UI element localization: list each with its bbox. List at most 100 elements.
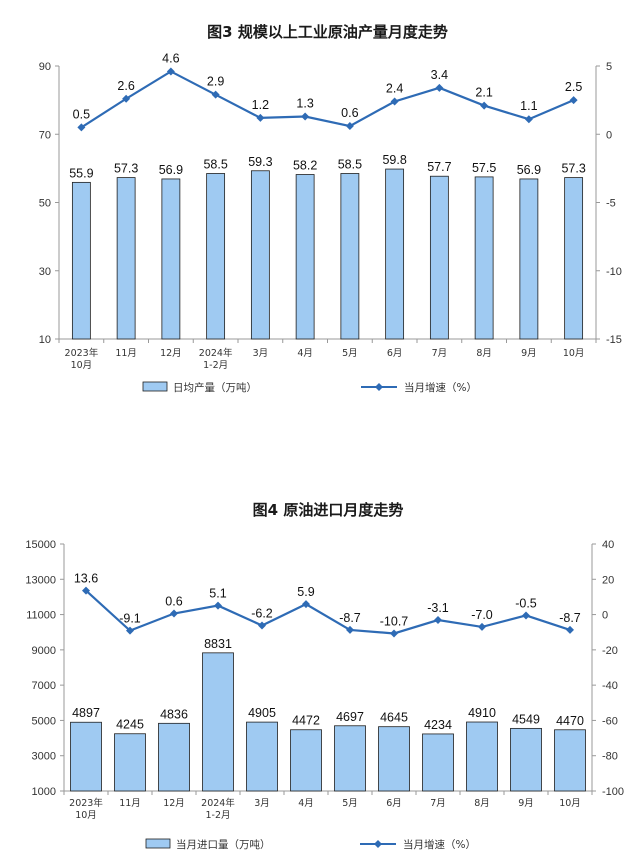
- left-tick-label: 11000: [26, 610, 56, 622]
- line-point: [346, 625, 354, 634]
- left-tick-label: 15000: [25, 539, 56, 551]
- right-tick-label: -20: [602, 645, 618, 657]
- right-tick-label: 0: [606, 129, 612, 141]
- line-value-label: 4.6: [162, 51, 179, 65]
- bar: [70, 721, 102, 792]
- category-label: 5月: [342, 348, 358, 359]
- growth-line: [80, 70, 575, 129]
- legend-bar-swatch: [142, 381, 168, 392]
- right-tick-label: -60: [602, 715, 618, 727]
- line-point: [480, 101, 489, 110]
- line-value-label: 0.6: [341, 106, 358, 120]
- category-label: 6月: [387, 348, 403, 359]
- right-tick-label: -10: [606, 266, 622, 278]
- bar-value-label: 4470: [556, 714, 584, 728]
- bar-value-label: 4245: [116, 718, 144, 732]
- left-tick-label: 13000: [25, 574, 56, 586]
- chart-2: 图4 原油进口月度走势 1000 3000 5000 7000 9000 11000 1300…: [25, 501, 624, 851]
- bar-value-label: 58.5: [203, 157, 227, 171]
- legend-line-marker: [374, 840, 382, 848]
- legend-bar-label: 当月进口量（万吨）: [176, 838, 271, 851]
- category-label: 10月: [559, 798, 581, 809]
- right-tick-label: 20: [602, 574, 614, 586]
- bar-value-label: 59.3: [248, 155, 272, 169]
- line-value-label: 2.6: [117, 79, 134, 93]
- bar: [466, 721, 498, 792]
- bar-value-label: 4897: [72, 706, 100, 720]
- category-label: 1-2月: [203, 360, 228, 371]
- right-tick-label: -80: [602, 751, 618, 763]
- line-point: [126, 626, 134, 635]
- category-label: 4月: [297, 348, 313, 359]
- line-point: [256, 113, 265, 122]
- left-tick-label: 30: [39, 266, 51, 278]
- bar: [519, 178, 539, 340]
- left-tick-label: 10: [39, 334, 51, 346]
- legend-bar-label: 日均产量（万吨）: [173, 381, 257, 394]
- bar: [429, 175, 449, 340]
- line-value-label: 3.4: [431, 68, 448, 82]
- bar: [206, 173, 226, 340]
- line-value-label: -10.7: [380, 614, 409, 628]
- bar: [116, 177, 136, 340]
- line-value-label: 2.5: [565, 80, 582, 94]
- line-point: [302, 600, 310, 609]
- bar-value-label: 58.2: [293, 159, 317, 173]
- line-value-label: 2.4: [386, 81, 403, 95]
- category-label: 2023年: [69, 797, 103, 809]
- left-tick-label: 70: [39, 129, 51, 141]
- bar-value-label: 57.3: [114, 162, 138, 176]
- growth-line: [85, 589, 571, 635]
- line-point: [524, 115, 533, 124]
- line-point: [170, 609, 178, 618]
- line-point: [390, 629, 398, 638]
- right-tick-label: -100: [602, 786, 624, 798]
- bar-value-label: 4910: [468, 706, 496, 720]
- line-value-label: 2.9: [207, 75, 224, 89]
- bar: [422, 733, 454, 792]
- bar-value-label: 4234: [424, 718, 452, 732]
- legend-bar-swatch: [145, 838, 171, 849]
- category-label: 10月: [75, 810, 97, 821]
- line-value-label: -0.5: [515, 596, 537, 610]
- category-label: 10月: [71, 360, 93, 371]
- category-label: 3月: [253, 348, 269, 359]
- bar-value-label: 58.5: [338, 157, 362, 171]
- category-label: 10月: [563, 348, 585, 359]
- line-point: [82, 586, 90, 595]
- line-value-label: -9.1: [119, 612, 141, 626]
- line-value-label: 5.1: [209, 587, 226, 601]
- category-label: 2024年: [201, 797, 235, 809]
- bar-value-label: 4836: [160, 707, 188, 721]
- line-point: [566, 625, 574, 634]
- left-tick-label: 50: [39, 198, 51, 210]
- line-point: [166, 67, 175, 76]
- line-point: [77, 123, 86, 132]
- line-value-label: -8.7: [559, 611, 581, 625]
- category-label: 1-2月: [205, 810, 230, 821]
- line-value-label: 0.5: [73, 107, 90, 121]
- line-value-label: 1.3: [296, 97, 313, 111]
- line-point: [214, 601, 222, 610]
- line-value-label: -7.0: [471, 608, 493, 622]
- category-label: 11月: [115, 348, 137, 359]
- bar: [334, 725, 366, 792]
- category-label: 8月: [476, 348, 492, 359]
- bar: [114, 733, 146, 792]
- chart-title: 图3 规模以上工业原油产量月度走势: [207, 23, 448, 41]
- bar: [385, 168, 405, 340]
- line-value-label: 0.6: [165, 595, 182, 609]
- category-label: 9月: [518, 798, 534, 809]
- bar-value-label: 59.8: [382, 153, 406, 167]
- line-point: [258, 621, 266, 630]
- line-value-label: -3.1: [427, 601, 449, 615]
- chart-title: 图4 原油进口月度走势: [253, 501, 404, 519]
- line-value-label: -6.2: [251, 607, 273, 621]
- bar: [71, 181, 91, 340]
- left-tick-label: 5000: [32, 715, 56, 727]
- right-tick-label: 40: [602, 539, 614, 551]
- category-label: 2024年: [199, 347, 233, 359]
- category-label: 4月: [298, 798, 314, 809]
- bar-value-label: 56.9: [159, 163, 183, 177]
